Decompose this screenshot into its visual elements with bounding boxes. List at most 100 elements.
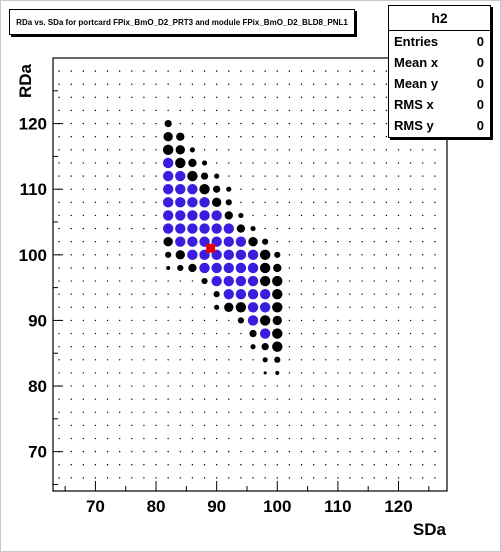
- grid-dot: [191, 332, 194, 335]
- grid-dot: [118, 162, 121, 164]
- grid-dot: [373, 359, 375, 361]
- data-point: [223, 288, 234, 300]
- grid-dot: [82, 136, 85, 138]
- grid-dot: [228, 162, 230, 164]
- grid-dot: [264, 385, 266, 387]
- grid-dot: [106, 83, 109, 85]
- grid-dot: [276, 424, 278, 427]
- data-point: [223, 249, 234, 261]
- data-point: [175, 210, 186, 221]
- grid-dot: [131, 240, 133, 243]
- grid-dot: [264, 411, 266, 413]
- data-point: [273, 263, 282, 273]
- data-point: [249, 329, 257, 338]
- grid-dot: [312, 201, 315, 204]
- grid-dot: [337, 188, 339, 190]
- grid-dot: [385, 464, 388, 466]
- grid-dot: [288, 227, 291, 230]
- grid-dot: [167, 450, 169, 453]
- grid-dot: [349, 345, 351, 348]
- grid-dot: [422, 424, 424, 427]
- grid-dot: [58, 227, 60, 230]
- grid-dot: [288, 306, 291, 309]
- grid-dot: [361, 267, 363, 269]
- data-point: [275, 370, 280, 375]
- grid-dot: [118, 175, 121, 177]
- grid-dot: [167, 359, 169, 361]
- grid-dot: [252, 398, 254, 400]
- grid-dot: [300, 149, 303, 151]
- grid-dot: [422, 477, 424, 479]
- grid-dot: [118, 398, 121, 400]
- grid-dot: [373, 70, 375, 72]
- grid-dot: [373, 464, 375, 466]
- grid-dot: [131, 109, 133, 112]
- grid-dot: [82, 319, 85, 322]
- grid-dot: [337, 332, 339, 335]
- grid-dot: [70, 83, 72, 85]
- grid-dot: [82, 96, 85, 99]
- grid-dot: [385, 136, 388, 138]
- grid-dot: [191, 372, 194, 374]
- data-point: [166, 265, 171, 271]
- grid-dot: [94, 96, 97, 99]
- y-tick-label: 90: [28, 311, 47, 330]
- grid-dot: [337, 201, 339, 204]
- grid-dot: [70, 450, 72, 453]
- grid-dot: [106, 359, 109, 361]
- grid-dot: [349, 227, 351, 230]
- grid-dot: [191, 450, 194, 453]
- data-point: [247, 315, 259, 326]
- grid-dot: [155, 345, 157, 348]
- statistics-box: h2 Entries 0 Mean x 0 Mean y 0 RMS x 0 R…: [388, 5, 491, 138]
- grid-dot: [325, 411, 327, 413]
- data-point: [237, 317, 245, 324]
- grid-dot: [276, 201, 278, 204]
- grid-dot: [203, 372, 206, 374]
- grid-dot: [82, 477, 85, 479]
- grid-dot: [228, 345, 230, 348]
- grid-dot: [240, 450, 242, 453]
- grid-dot: [155, 411, 157, 413]
- grid-dot: [325, 450, 327, 453]
- data-point: [236, 224, 246, 233]
- grid-dot: [325, 293, 327, 295]
- grid-dot: [179, 96, 181, 99]
- grid-dot: [373, 162, 375, 164]
- grid-dot: [167, 477, 169, 479]
- grid-dot: [118, 359, 121, 361]
- grid-dot: [143, 201, 145, 204]
- grid-dot: [349, 240, 351, 243]
- grid-dot: [385, 293, 388, 295]
- grid-dot: [131, 254, 133, 256]
- grid-dot: [349, 280, 351, 282]
- stat-label: Mean x: [394, 55, 439, 70]
- data-point: [259, 288, 271, 300]
- data-point: [175, 184, 186, 195]
- grid-dot: [325, 332, 327, 335]
- grid-dot: [191, 385, 194, 387]
- grid-dot: [58, 267, 60, 269]
- grid-dot: [422, 162, 424, 164]
- grid-dot: [252, 450, 254, 453]
- grid-dot: [385, 424, 388, 427]
- grid-dot: [361, 254, 363, 256]
- grid-dot: [276, 477, 278, 479]
- grid-dot: [276, 227, 278, 230]
- grid-dot: [58, 175, 60, 177]
- grid-dot: [300, 109, 303, 112]
- grid-dot: [264, 201, 266, 204]
- grid-dot: [312, 280, 315, 282]
- grid-dot: [385, 359, 388, 361]
- data-point: [272, 288, 283, 300]
- grid-dot: [337, 477, 339, 479]
- grid-dot: [240, 83, 242, 85]
- grid-dot: [337, 214, 339, 217]
- grid-dot: [143, 450, 145, 453]
- grid-dot: [82, 162, 85, 164]
- grid-dot: [82, 345, 85, 348]
- grid-dot: [385, 477, 388, 479]
- grid-dot: [131, 372, 133, 374]
- grid-dot: [337, 227, 339, 230]
- grid-dot: [300, 345, 303, 348]
